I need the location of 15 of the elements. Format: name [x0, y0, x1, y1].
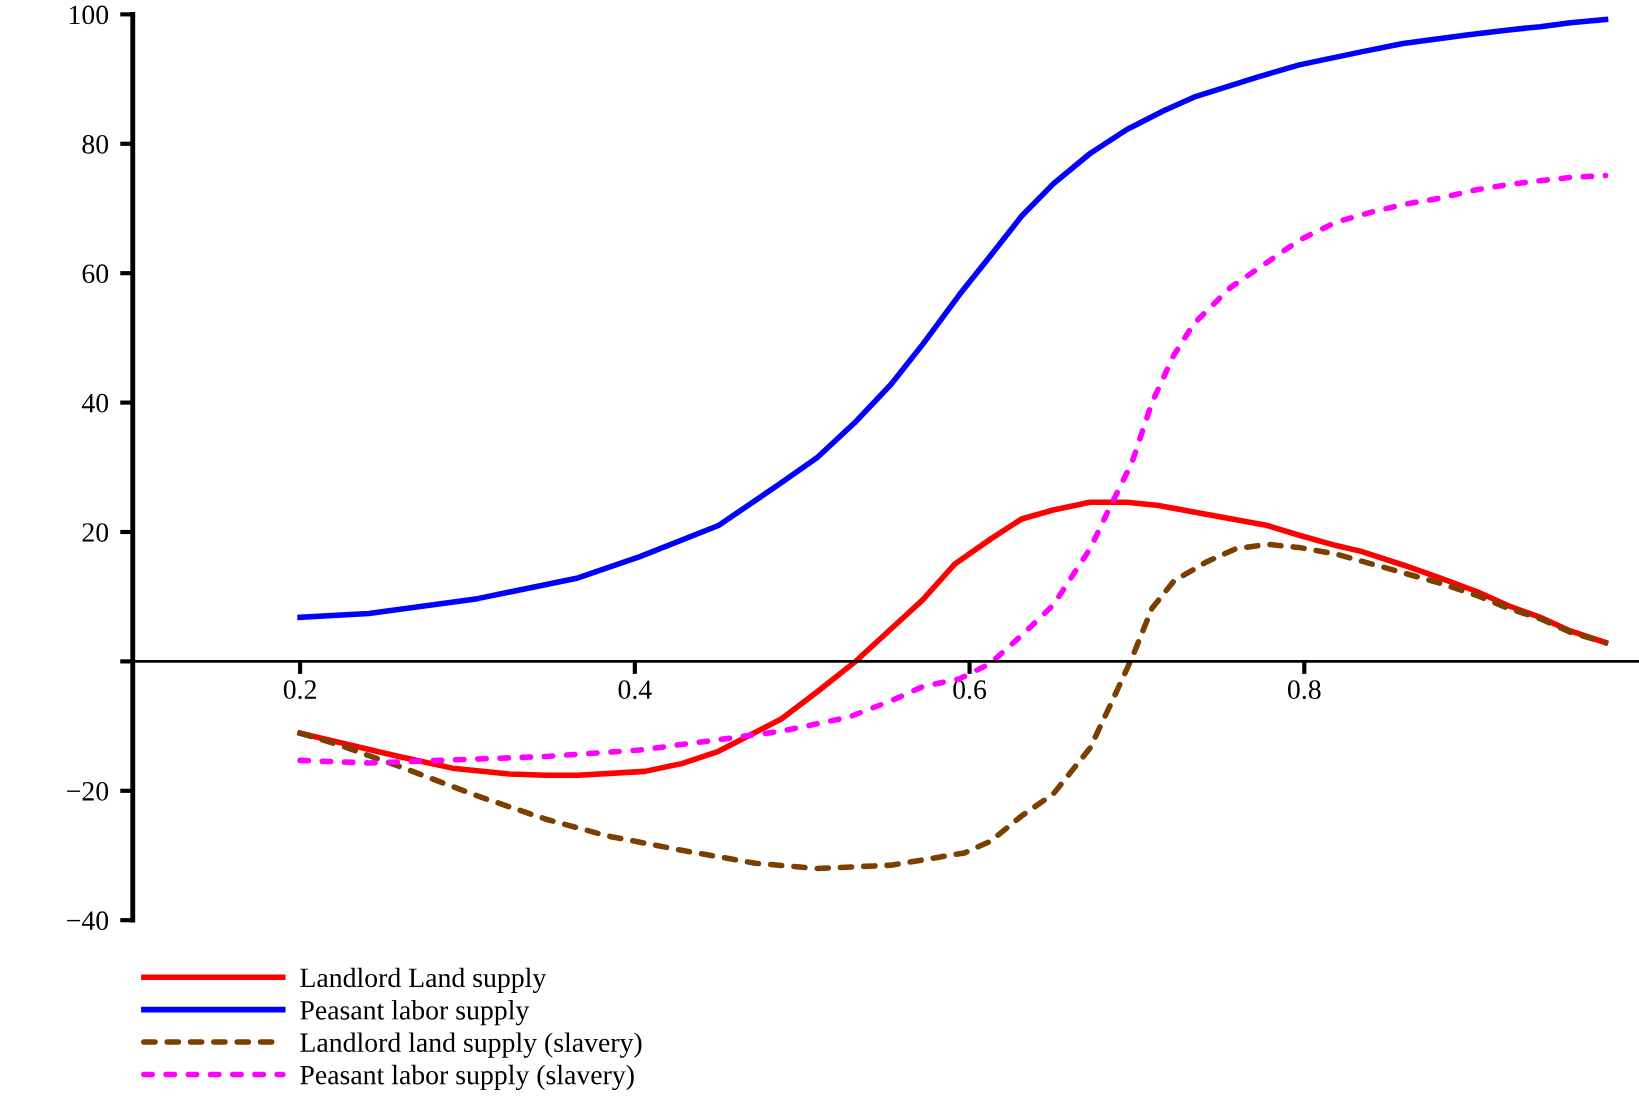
legend-label: Peasant labor supply: [300, 1000, 530, 1026]
legend-label: Landlord land supply (slavery): [300, 1032, 642, 1058]
y-tick-label: −20: [67, 781, 109, 801]
y-tick-label: 20: [82, 523, 109, 542]
legend-label: Peasant labor supply (slavery): [300, 1064, 634, 1091]
y-tick-label: −40: [67, 911, 109, 931]
x-tick-label: 0.4: [618, 680, 652, 700]
y-tick-label: 60: [82, 264, 109, 284]
legend-label: Landlord Land supply: [300, 967, 547, 993]
x-tick-label: 0.6: [953, 680, 987, 700]
y-tick-label: 100: [69, 5, 109, 25]
x-tick-label: 0.8: [1287, 680, 1321, 700]
x-tick-label: 0.2: [283, 680, 316, 700]
y-tick-label: 40: [81, 393, 109, 413]
y-tick-label: 80: [82, 134, 109, 154]
